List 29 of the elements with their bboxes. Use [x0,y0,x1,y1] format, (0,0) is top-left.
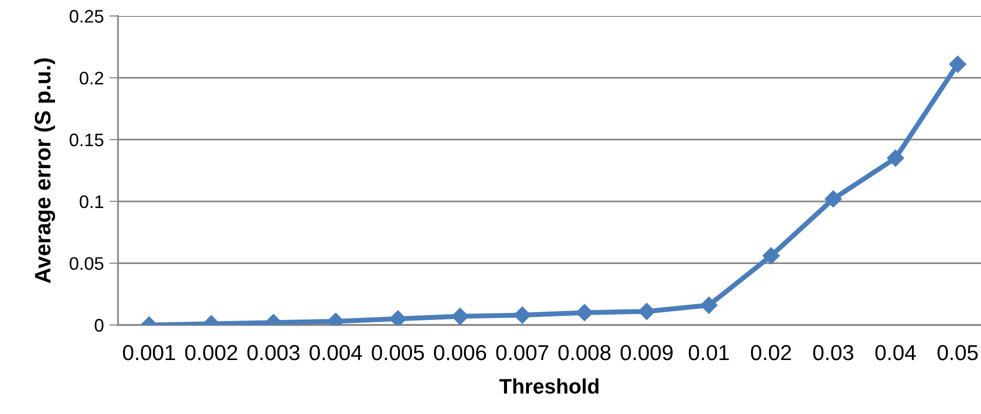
y-tick-label: 0.25 [70,10,104,23]
y-tick-label: 0.1 [80,195,104,208]
y-tick-label: 0 [94,318,104,332]
x-tick-label: 0.006 [434,345,486,360]
point [762,246,780,265]
x-axis-title: Threshold [499,378,598,394]
x-tick-label: 0.003 [247,345,300,360]
x-tick-label: 0.001 [123,345,175,360]
x-tick-label: 0.004 [310,345,362,360]
x-tick-label: 0.05 [938,345,978,360]
x-tick-label: 0.002 [185,345,238,360]
x-tick-label: 0.03 [813,345,854,360]
x-tick-label: 0.009 [620,345,673,360]
y-tick-label: 0.15 [70,134,104,146]
x-tick-label: 0.007 [496,345,548,360]
point [638,302,656,320]
point [886,149,904,167]
point [700,296,718,314]
x-tick-label: 0.02 [750,345,791,360]
point [948,55,967,74]
x-tick-label: 0.008 [558,345,610,360]
x-tick-label: 0.01 [688,345,729,360]
y-tick-label: 0.2 [80,72,104,85]
y-tick-label: 0.05 [70,257,104,270]
x-tick-label: 0.04 [875,345,916,360]
point [824,190,842,208]
x-tick-label: 0.005 [372,345,424,360]
y-axis-title: Average error (S p.u.) [34,58,56,284]
point [451,308,469,325]
